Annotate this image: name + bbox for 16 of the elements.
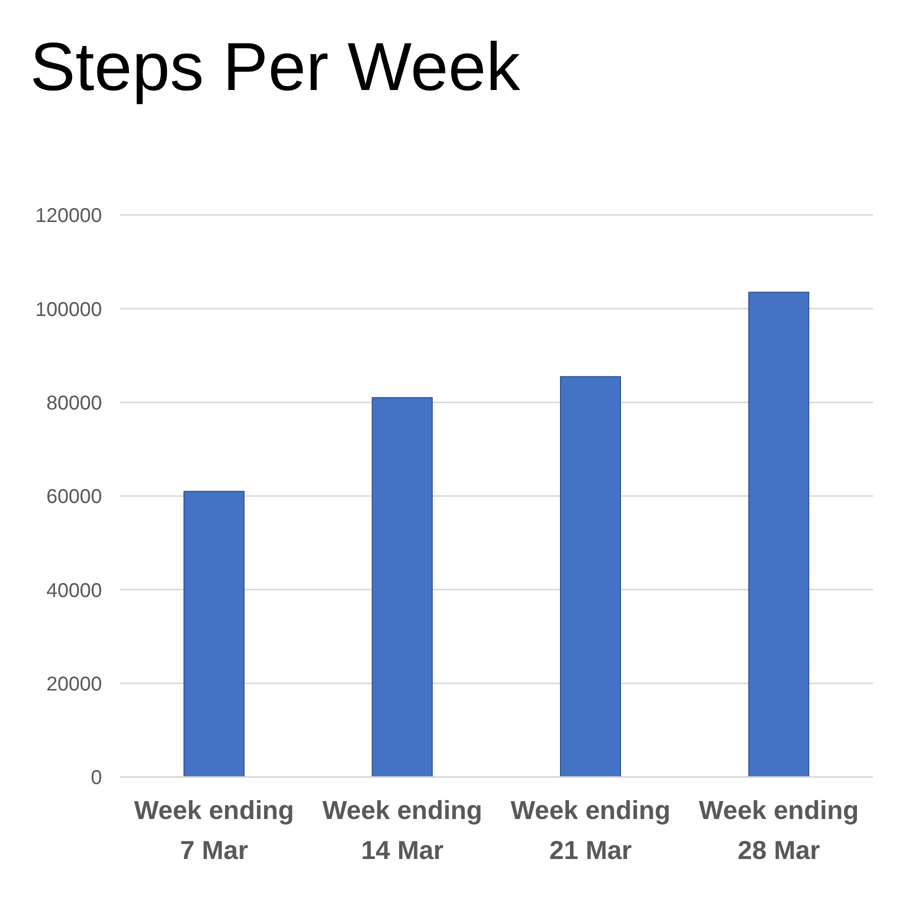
chart-title: Steps Per Week <box>30 28 520 106</box>
y-tick-label: 120000 <box>35 205 102 228</box>
y-tick-label: 0 <box>90 767 102 790</box>
y-tick-label: 40000 <box>46 580 102 602</box>
x-tick-label: Week ending 14 Mar <box>322 795 482 865</box>
y-tick-label: 60000 <box>46 486 102 508</box>
x-tick-label: Week ending 28 Mar <box>698 795 859 865</box>
bar <box>748 292 810 777</box>
x-tick-label: Week ending 7 Mar <box>134 795 294 865</box>
bar <box>372 397 433 777</box>
y-tick-label: 20000 <box>46 673 102 696</box>
y-tick-label: 100000 <box>35 298 102 321</box>
bar <box>184 490 245 777</box>
y-tick-label: 80000 <box>46 392 102 414</box>
x-tick-label: Week ending 21 Mar <box>510 795 671 865</box>
bar <box>560 376 622 777</box>
